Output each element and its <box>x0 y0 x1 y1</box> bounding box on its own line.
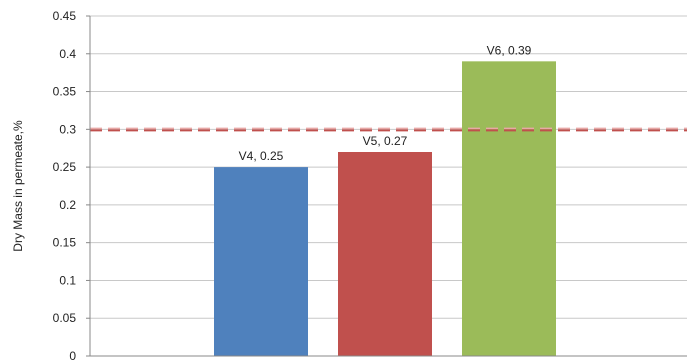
y-tick-label: 0.45 <box>53 9 77 23</box>
bar-v4 <box>214 167 308 356</box>
y-tick-label: 0.05 <box>53 311 77 325</box>
y-tick-label: 0 <box>69 349 76 363</box>
data-label-v5: V5, 0.27 <box>363 134 408 148</box>
y-tick-label: 0.1 <box>59 273 76 287</box>
bar-v5 <box>338 152 432 356</box>
y-tick-label: 0.2 <box>59 198 76 212</box>
bars <box>214 61 556 356</box>
y-tick-label: 0.15 <box>53 236 77 250</box>
bar-v6 <box>462 61 556 356</box>
data-label-v6: V6, 0.39 <box>487 43 532 57</box>
y-tick-label: 0.25 <box>53 160 77 174</box>
y-axis-ticks: 0 0.05 0.1 0.15 0.2 0.25 0.3 0.35 0.4 0.45 <box>53 9 77 363</box>
y-tick-label: 0.3 <box>59 122 76 136</box>
data-labels: V4, 0.25 V5, 0.27 V6, 0.39 <box>239 43 532 163</box>
y-tick-label: 0.4 <box>59 47 76 61</box>
data-label-v4: V4, 0.25 <box>239 149 284 163</box>
y-axis-title: Dry Mass in permeate,% <box>11 120 25 252</box>
y-tick-label: 0.35 <box>53 85 77 99</box>
reference-line-group <box>90 127 687 132</box>
axes <box>86 15 687 357</box>
